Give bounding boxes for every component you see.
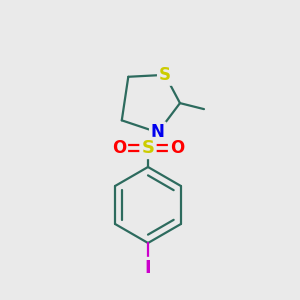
Text: S: S: [159, 66, 171, 84]
Text: N: N: [151, 123, 165, 141]
Text: I: I: [145, 259, 151, 277]
Text: S: S: [142, 139, 154, 157]
Text: O: O: [112, 139, 126, 157]
Text: O: O: [170, 139, 184, 157]
